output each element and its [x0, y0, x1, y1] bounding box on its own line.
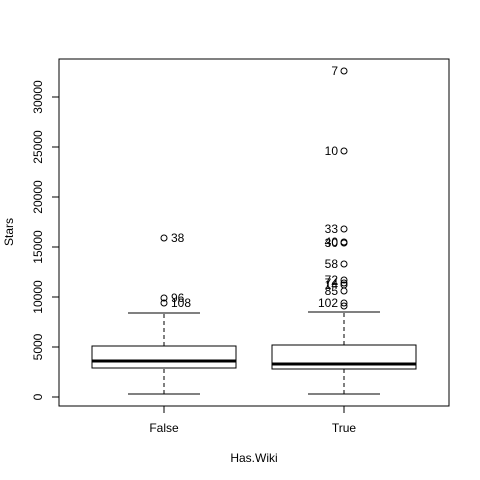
outlier-label: 30	[325, 236, 339, 250]
iqr-box	[91, 345, 237, 369]
outlier-label: 38	[171, 231, 185, 245]
y-tick-label: 15000	[31, 230, 45, 264]
outlier-label: 40	[325, 235, 339, 249]
y-tick-label: 20000	[31, 180, 45, 214]
outlier-point	[340, 147, 348, 155]
outlier-label: 102	[318, 296, 338, 310]
outlier-point	[340, 287, 348, 295]
outlier-label: 33	[325, 222, 339, 236]
x-axis: False True	[149, 405, 357, 435]
y-tick-label: 5000	[31, 333, 45, 360]
outlier-point	[340, 279, 348, 287]
x-tick-label: True	[332, 421, 357, 435]
outlier-point	[340, 260, 348, 268]
outlier-label: 85	[325, 284, 339, 298]
outlier-point	[340, 225, 348, 233]
outlier-point	[160, 299, 168, 307]
outlier-point	[160, 294, 168, 302]
outlier-point	[160, 234, 168, 242]
outlier-label: 72	[325, 273, 339, 287]
outlier-label: 14	[325, 278, 339, 292]
y-tick-label: 25000	[31, 130, 45, 164]
outlier-label: 96	[171, 291, 185, 305]
y-axis: 0 5000 10000 15000 20000 25000 30000	[31, 80, 60, 400]
outlier-label: 74	[325, 276, 339, 290]
outlier-point	[340, 276, 348, 284]
outlier-label: 108	[171, 296, 191, 310]
outlier-point	[340, 299, 348, 307]
y-axis-title: Stars	[2, 218, 16, 246]
outlier-point	[340, 302, 348, 310]
outlier-point	[340, 239, 348, 247]
x-axis-title: Has.Wiki	[230, 451, 277, 465]
y-tick-label: 30000	[31, 80, 45, 114]
y-tick-label: 10000	[31, 280, 45, 314]
outlier-point	[340, 67, 348, 75]
outlier-label: 58	[325, 257, 339, 271]
x-tick-label: False	[149, 421, 179, 435]
y-tick-label: 0	[31, 393, 45, 400]
outlier-label: 10	[325, 144, 339, 158]
outlier-label: 7	[331, 64, 338, 78]
